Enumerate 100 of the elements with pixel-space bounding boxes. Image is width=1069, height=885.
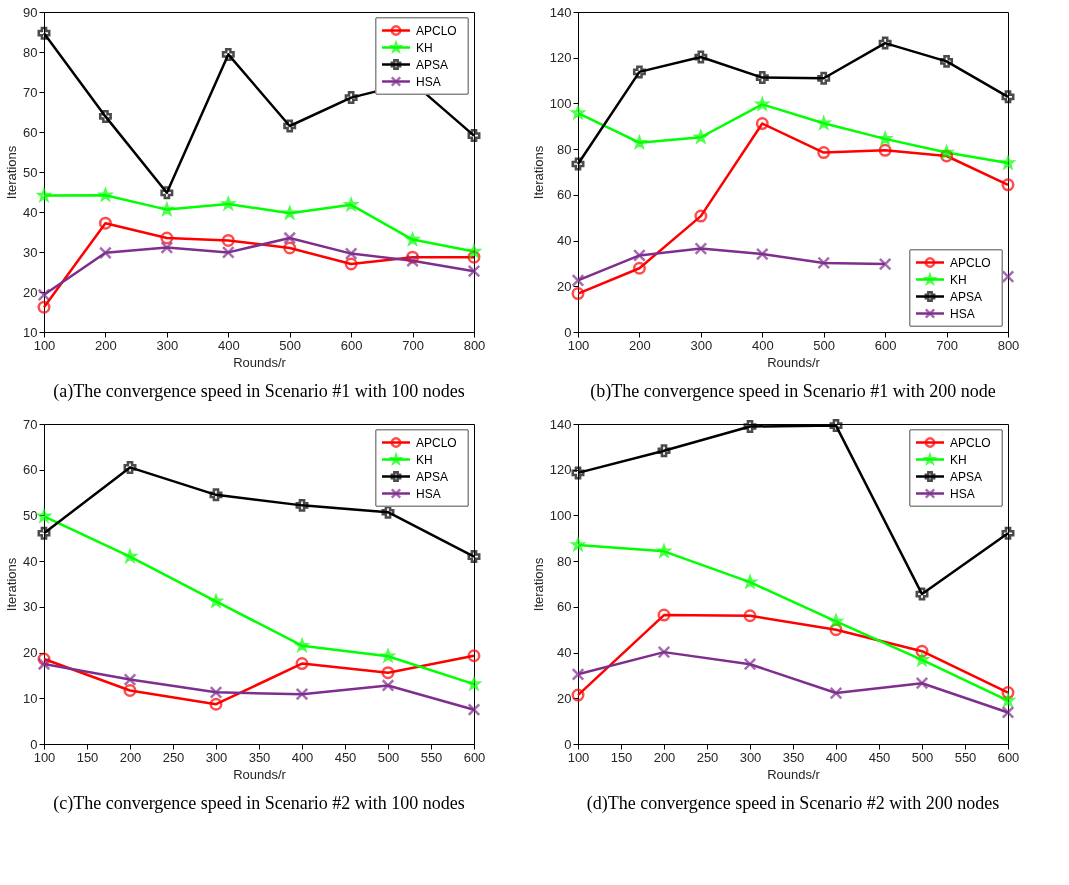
y-tick-label: 100 <box>549 507 572 523</box>
point <box>281 204 298 221</box>
point <box>1001 178 1015 192</box>
point <box>209 488 223 502</box>
y-tick-label: 60 <box>557 599 572 615</box>
text: (b)The convergence speed in Scenario #1 with 200 node <box>590 381 996 402</box>
point <box>569 536 587 553</box>
point <box>467 550 481 564</box>
point <box>467 129 481 143</box>
x-tick-label: 400 <box>751 337 774 353</box>
point <box>571 688 585 702</box>
legend-label: KH <box>416 452 433 467</box>
point <box>220 195 237 211</box>
point <box>694 209 708 223</box>
point <box>406 254 420 268</box>
legend-label: APCLO <box>416 435 457 450</box>
point <box>37 26 51 40</box>
point <box>344 247 358 261</box>
legend-label: HSA <box>416 74 441 89</box>
y-tick-label: 20 <box>23 284 38 300</box>
x-tick-label: 300 <box>739 749 762 765</box>
point <box>295 687 309 701</box>
point <box>379 647 397 664</box>
point <box>381 678 395 692</box>
point <box>632 65 646 79</box>
legend-label: HSA <box>416 486 441 501</box>
point <box>209 697 223 711</box>
point <box>344 257 358 271</box>
point <box>342 196 360 212</box>
point <box>632 248 646 262</box>
point <box>293 637 311 653</box>
text: (c)The convergence speed in Scenario #2 with 100 nodes <box>53 793 465 814</box>
point <box>158 201 176 217</box>
point <box>98 109 112 123</box>
x-tick-label: 200 <box>119 749 142 765</box>
point <box>754 95 771 112</box>
point <box>123 673 137 687</box>
y-tick-label: 120 <box>549 50 572 66</box>
point <box>37 300 51 314</box>
point <box>940 54 954 68</box>
point <box>295 657 309 671</box>
y-tick-label: 140 <box>549 416 572 432</box>
point <box>37 526 51 540</box>
point <box>160 241 174 255</box>
point <box>35 187 53 203</box>
legend-label: KH <box>950 452 967 467</box>
point <box>467 703 481 717</box>
y-tick-label: 20 <box>557 278 572 294</box>
x-tick-label: 250 <box>162 749 185 765</box>
point <box>878 36 892 50</box>
y-tick-label: 60 <box>557 187 572 203</box>
y-tick-label: 0 <box>30 736 38 752</box>
point <box>694 50 708 64</box>
x-tick-label: 350 <box>248 749 271 765</box>
point <box>817 146 831 160</box>
x-tick-label: 600 <box>340 337 363 353</box>
legend-label: APSA <box>416 469 449 484</box>
x-tick-label: 800 <box>463 337 486 353</box>
point <box>295 498 309 512</box>
y-tick-label: 40 <box>557 645 572 661</box>
y-tick-label: 80 <box>557 553 572 569</box>
x-tick-label: 200 <box>653 749 676 765</box>
point <box>817 71 831 85</box>
y-axis-title: Iterations <box>4 145 20 200</box>
y-tick-label: 20 <box>23 645 38 661</box>
point <box>465 243 483 259</box>
x-tick-label: 600 <box>463 749 486 765</box>
x-tick-label: 400 <box>291 749 314 765</box>
point <box>878 257 892 271</box>
point <box>632 261 646 275</box>
y-tick-label: 140 <box>549 4 572 20</box>
x-tick-label: 150 <box>610 749 633 765</box>
point <box>657 444 671 458</box>
point <box>381 666 395 680</box>
x-tick-label: 100 <box>33 749 56 765</box>
point <box>98 246 112 260</box>
point <box>283 231 297 245</box>
point <box>283 119 297 133</box>
y-tick-label: 60 <box>23 124 38 140</box>
y-tick-label: 40 <box>23 553 38 569</box>
point <box>344 91 358 105</box>
point <box>160 231 174 245</box>
legend-label: APSA <box>416 57 449 72</box>
y-tick-label: 90 <box>23 4 38 20</box>
point <box>755 117 769 131</box>
x-tick-label: 500 <box>377 749 400 765</box>
point <box>743 609 757 623</box>
y-tick-label: 60 <box>23 462 38 478</box>
point <box>571 287 585 301</box>
legend-label: HSA <box>950 486 975 501</box>
point <box>694 242 708 256</box>
y-tick-label: 80 <box>557 141 572 157</box>
x-tick-label: 100 <box>33 337 56 353</box>
point <box>37 288 51 302</box>
y-axis-title: Iterations <box>4 557 20 612</box>
legend-label: KH <box>416 40 433 55</box>
y-tick-label: 40 <box>557 233 572 249</box>
legend-label: KH <box>950 272 967 287</box>
point <box>381 505 395 519</box>
y-axis-title: Iterations <box>530 145 546 200</box>
